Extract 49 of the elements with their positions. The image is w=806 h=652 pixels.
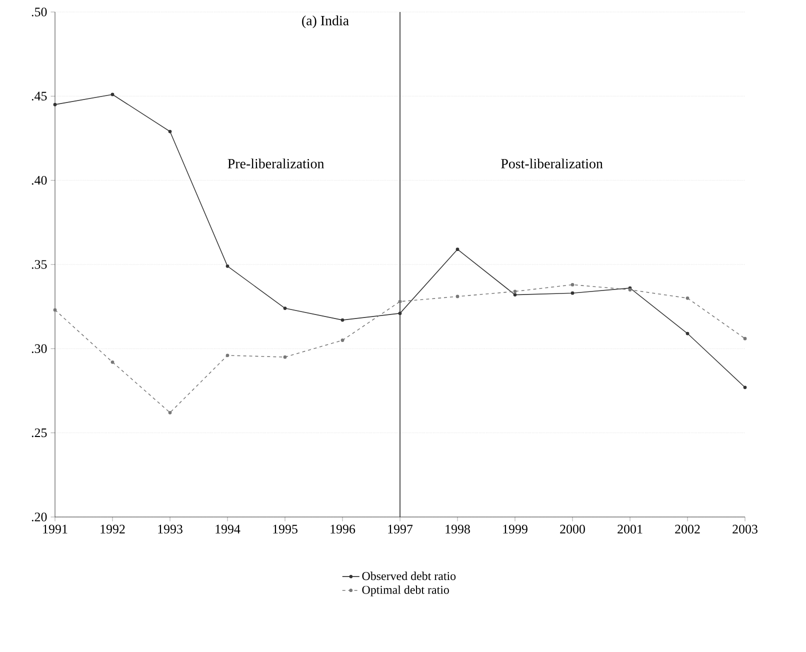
y-tick-label: .30 [32, 344, 47, 354]
x-tick-label: 2002 [675, 524, 700, 534]
point [340, 318, 344, 322]
x-tick-label: 2000 [560, 524, 585, 534]
annotation: Post-liberalization [501, 158, 603, 168]
point [743, 336, 747, 340]
y-tick-label: .40 [32, 176, 47, 185]
point [570, 283, 574, 286]
point [398, 300, 402, 304]
point [53, 308, 57, 312]
point [283, 306, 287, 310]
y-tick-label: .50 [32, 8, 47, 16]
point [340, 338, 344, 342]
x-tick-label: 1998 [446, 524, 470, 534]
x-tick-label: 1997 [388, 524, 413, 534]
point [168, 410, 172, 414]
point [456, 248, 460, 252]
x-tick-label: 2001 [618, 524, 642, 534]
point [168, 130, 172, 134]
point [513, 290, 517, 294]
legend-label: Observed debt ratio [362, 572, 456, 580]
x-tick-label: 1999 [503, 524, 528, 534]
y-tick-label: .20 [32, 512, 47, 522]
annotation: Pre-liberalization [228, 158, 324, 168]
x-tick-label: 2003 [732, 524, 758, 534]
x-tick-label: 1991 [43, 524, 68, 534]
x-tick-label: 1995 [273, 524, 298, 534]
x-tick-label: 1992 [100, 524, 125, 534]
y-tick-label: .35 [32, 260, 47, 269]
point [570, 291, 574, 295]
x-tick-label: 1993 [158, 524, 182, 534]
point [456, 294, 460, 298]
point [513, 293, 517, 296]
point [743, 386, 747, 390]
point [686, 296, 690, 300]
x-tick-label: 1996 [330, 524, 356, 534]
point [398, 312, 402, 316]
point [283, 355, 287, 359]
y-tick-label: .45 [32, 92, 47, 101]
point [110, 360, 114, 364]
point [226, 264, 230, 268]
point [53, 102, 57, 106]
point [226, 354, 230, 358]
x-tick-label: 1994 [216, 524, 240, 534]
chart-title: (a) India [302, 16, 349, 28]
y-tick-label: .25 [32, 428, 47, 438]
point [110, 92, 114, 96]
point [686, 332, 690, 336]
legend-label: Optimal debt ratio [362, 585, 449, 596]
